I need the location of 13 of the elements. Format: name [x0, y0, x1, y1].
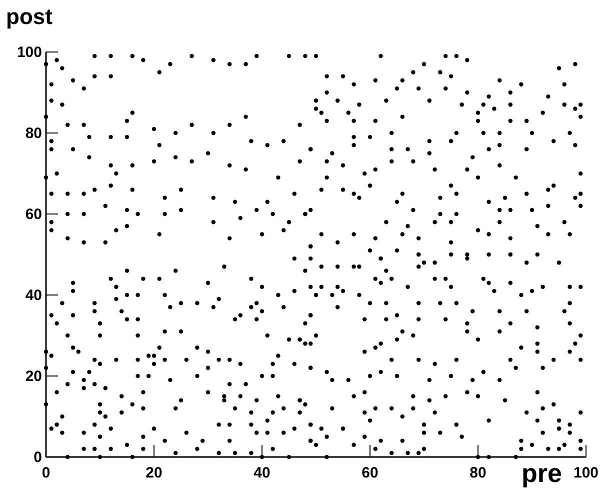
y-axis-title: post	[6, 4, 54, 29]
x-tick-label: 60	[362, 464, 378, 482]
x-tick-label: 80	[470, 464, 486, 482]
y-tick-label: 80	[25, 124, 42, 142]
y-tick-label: 0	[34, 448, 42, 466]
y-tick-label: 40	[25, 286, 42, 304]
y-tick-label: 100	[16, 44, 42, 61]
y-tick-label: 20	[25, 368, 42, 385]
x-tick-label: 100	[573, 464, 599, 482]
x-tick-label: 20	[146, 464, 162, 482]
y-tick-label: 60	[25, 206, 42, 223]
x-tick-label: 40	[254, 464, 270, 482]
x-axis-title: pre	[522, 458, 562, 488]
